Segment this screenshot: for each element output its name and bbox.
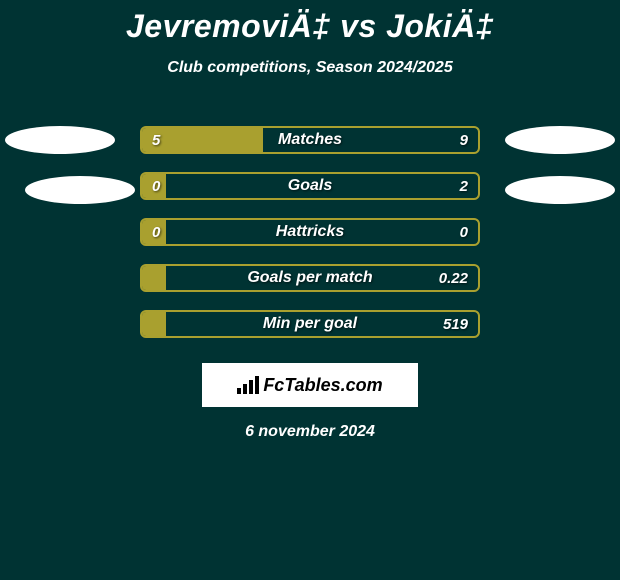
stat-bar: 5 Matches 9 — [140, 126, 480, 154]
stat-bar: 0 Hattricks 0 — [140, 218, 480, 246]
stat-label: Goals — [288, 177, 332, 195]
page-title: JevremoviÄ‡ vs JokiÄ‡ — [126, 8, 494, 45]
stat-value-left: 5 — [152, 132, 160, 149]
logo-box[interactable]: FcTables.com — [202, 363, 418, 407]
stat-row: 0 Goals 2 — [0, 163, 620, 209]
stat-label: Goals per match — [247, 269, 372, 287]
stat-value-right: 9 — [460, 132, 468, 149]
stat-value-right: 2 — [460, 178, 468, 195]
stat-bar: Min per goal 519 — [140, 310, 480, 338]
stat-bar: Goals per match 0.22 — [140, 264, 480, 292]
stat-value-right: 519 — [443, 316, 468, 333]
stat-label: Hattricks — [276, 223, 344, 241]
date-text: 6 november 2024 — [245, 423, 375, 441]
fctables-logo: FcTables.com — [237, 375, 382, 396]
stat-value-left: 0 — [152, 178, 160, 195]
stats-area: 5 Matches 9 0 Goals 2 0 Hattricks 0 Goals per mat… — [0, 117, 620, 347]
stat-bar: 0 Goals 2 — [140, 172, 480, 200]
logo-label: FcTables.com — [263, 375, 382, 396]
stat-row: Min per goal 519 — [0, 301, 620, 347]
stat-value-right: 0.22 — [439, 270, 468, 287]
stat-row: 0 Hattricks 0 — [0, 209, 620, 255]
stat-label: Matches — [278, 131, 342, 149]
player-right-oval — [505, 126, 615, 154]
stat-value-left: 0 — [152, 224, 160, 241]
stat-label: Min per goal — [263, 315, 357, 333]
stat-row: 5 Matches 9 — [0, 117, 620, 163]
player-left-oval — [25, 176, 135, 204]
stat-bar-fill — [142, 266, 166, 290]
stat-bar-fill — [142, 312, 166, 336]
stat-row: Goals per match 0.22 — [0, 255, 620, 301]
player-right-oval — [505, 176, 615, 204]
stat-value-right: 0 — [460, 224, 468, 241]
player-left-oval — [5, 126, 115, 154]
bar-chart-icon — [237, 376, 259, 394]
subtitle: Club competitions, Season 2024/2025 — [167, 59, 452, 77]
